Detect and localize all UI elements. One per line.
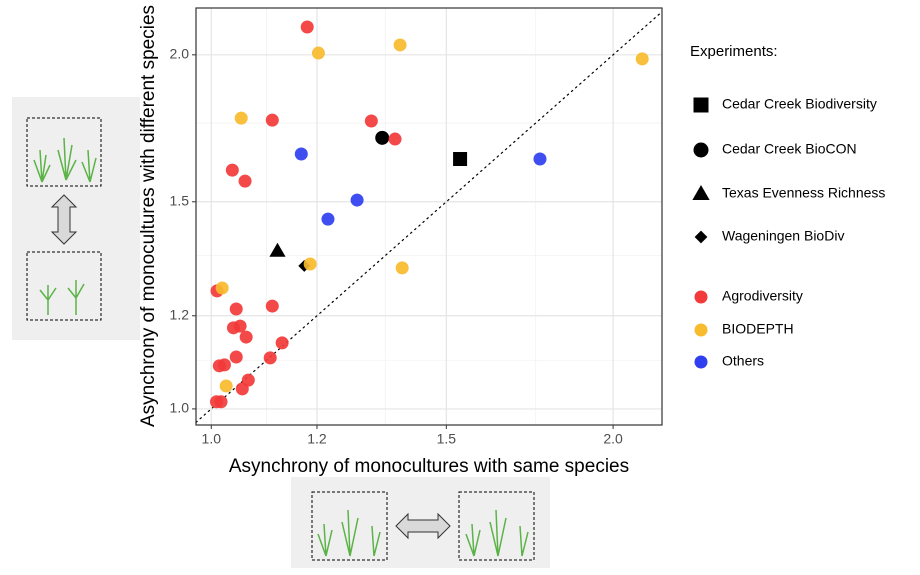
y-tick-label: 1.0 [170,400,190,416]
y-tick-label: 1.5 [170,192,190,208]
point [294,147,308,161]
point [388,132,402,146]
x-tick-label: 1.5 [437,431,457,447]
point [533,152,547,166]
legend-marker [694,323,708,337]
point [225,163,239,177]
point [269,242,286,257]
y-axis-title: Asynchrony of monocultures with differen… [138,5,159,427]
legend-marker [693,97,709,113]
plot-border [195,7,663,426]
point [229,302,243,316]
legend-title: Experiments: [690,43,778,60]
point [350,193,364,207]
point [321,212,335,226]
point [303,257,317,271]
point [239,330,253,344]
point [453,152,468,167]
point [238,174,252,188]
point [265,113,279,127]
point [300,20,314,34]
illustration-left [12,97,140,340]
legend-marker [694,230,708,244]
legend-marker [694,355,708,369]
legend-label: Wageningen BioDiv [722,228,844,244]
legend-label: BIODEPTH [722,321,794,337]
point [275,336,289,350]
point [393,38,407,52]
legend-marker [692,185,710,200]
point [635,52,649,66]
legend-label: Cedar Creek Biodiversity [722,96,877,112]
point [375,130,390,145]
identity-line [195,11,663,423]
y-tick-label: 2.0 [170,46,190,62]
point [217,358,231,372]
illustration-bottom [291,477,550,568]
point [265,299,279,313]
point [263,351,277,365]
y-tick-label: 1.2 [170,306,190,322]
point [311,46,325,60]
point [226,321,240,335]
legend-label: Texas Evenness Richness [722,185,885,201]
point [234,111,248,125]
point [215,281,229,295]
point [364,114,378,128]
x-tick-label: 1.2 [307,431,327,447]
point [395,261,409,275]
legend-label: Agrodiversity [722,288,803,304]
point [235,382,249,396]
legend-marker [693,142,709,158]
x-tick-label: 2.0 [603,431,623,447]
x-axis-title: Asynchrony of monocultures with same spe… [229,456,629,477]
legend-label: Cedar Creek BioCON [722,141,857,157]
legend-label: Others [722,353,764,369]
legend-marker [694,290,708,304]
point [229,350,243,364]
x-tick-label: 1.0 [202,431,222,447]
point [219,379,233,393]
point [214,395,228,409]
